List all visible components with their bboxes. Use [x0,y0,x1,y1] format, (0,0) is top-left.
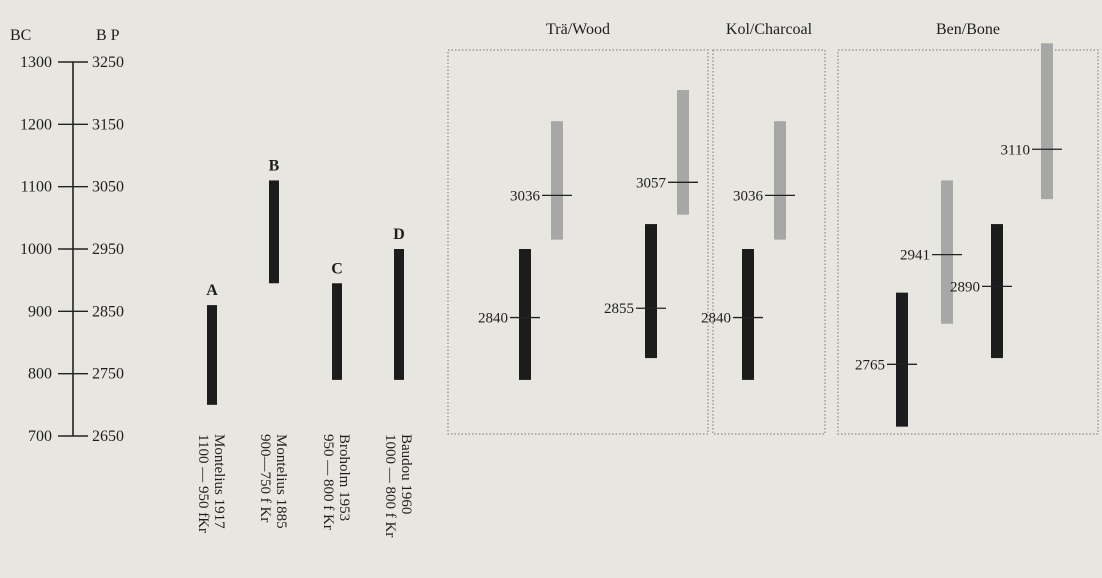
sample-bar [1041,43,1053,200]
sample-label: 3036 [733,188,764,204]
sample-bar [991,224,1003,359]
sample-bar [519,249,531,380]
literature-letter: D [393,226,405,243]
sample-label: 2941 [900,248,930,264]
bp-tick-label: 2750 [92,366,124,383]
literature-source: Montelius 1917 [211,434,227,529]
bp-axis-label: B P [96,27,120,44]
literature-bar [332,283,342,380]
sample-groups: Trä/Wood 2840 3036 2855 3057 Kol/Charcoal 2840… [447,21,1099,435]
literature-range: 1000 — 800 f Kr [382,434,398,537]
sample-label: 2840 [701,311,731,327]
group-frame [837,49,1099,435]
bc-tick-label: 1000 [20,241,52,258]
bc-tick-label: 1100 [21,179,52,196]
sample-label: 3057 [636,175,667,191]
literature-bar [207,305,217,405]
sample-label: 2840 [478,311,508,327]
literature-letter: B [269,157,280,174]
group-label: Ben/Bone [936,21,1000,38]
bp-tick-label: 3250 [92,54,124,71]
literature-letter: A [206,282,218,299]
bp-tick-label: 2650 [92,428,124,445]
group-label: Kol/Charcoal [726,21,813,38]
group-frame [712,49,826,435]
bc-tick-label: 700 [28,428,52,445]
sample-bar [551,121,563,240]
bc-tick-label: 1200 [20,116,52,133]
sample-bar [742,249,754,380]
sample-label: 3036 [510,188,541,204]
time-axis: 1300 1200 1100 1000 900 800 700 3250 3150 3050 295… [20,54,124,445]
sample-bar [896,292,908,427]
sample-bar [645,224,657,359]
bp-tick-label: 3150 [92,116,124,133]
bc-axis-label: BC [10,27,31,44]
literature-range: 900—750 f Kr [257,434,273,522]
bc-tick-label: 800 [28,366,52,383]
literature-range: 950 — 800 f Kr [320,434,336,530]
sample-label: 2855 [604,301,634,317]
bp-tick-label: 3050 [92,179,124,196]
sample-bar [941,180,953,324]
literature-source: Baudou 1960 [398,434,414,514]
group-frame [447,49,709,435]
literature-letter: C [331,260,343,277]
literature-bar [394,249,404,380]
sample-bar [774,121,786,240]
literature-source: Montelius 1885 [273,434,289,529]
bp-tick-label: 2850 [92,303,124,320]
literature-range: 1100 — 950 fKr [195,434,211,533]
bc-tick-label: 900 [28,303,52,320]
literature-source: Broholm 1953 [336,434,352,521]
sample-label: 3110 [1001,142,1030,158]
group-label: Trä/Wood [546,21,610,38]
literature-bar [269,180,279,284]
sample-label: 2890 [950,279,980,295]
sample-bar [677,90,689,215]
sample-label: 2765 [855,357,885,373]
bp-tick-label: 2950 [92,241,124,258]
bc-tick-label: 1300 [20,54,52,71]
